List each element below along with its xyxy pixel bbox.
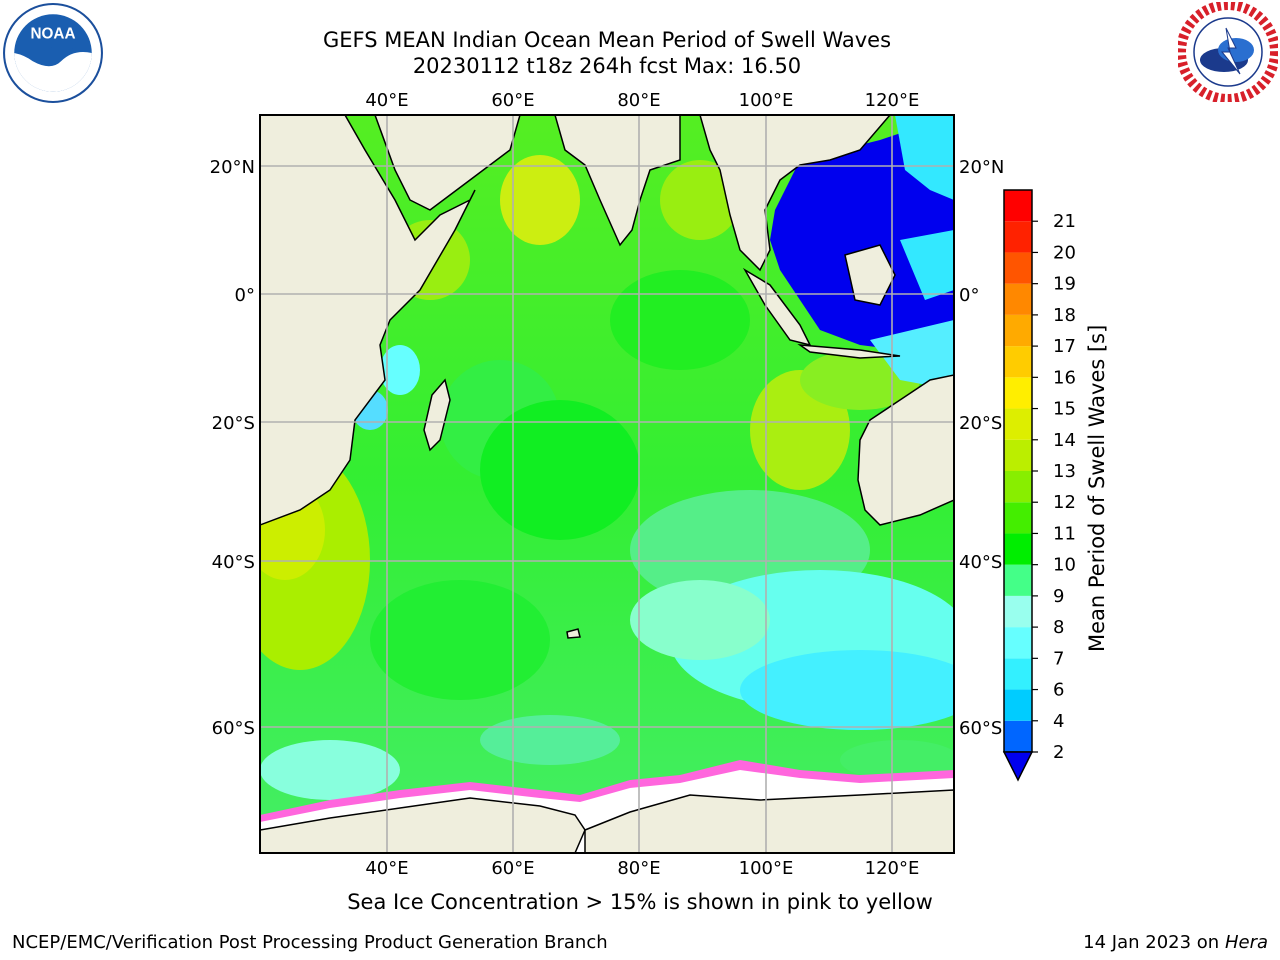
colorbar-segment [1004, 252, 1032, 284]
arabia-landmass [374, 115, 521, 211]
footer-credit: NCEP/EMC/Verification Post Processing Pr… [12, 932, 608, 953]
colorbar-segment [1004, 408, 1032, 440]
colorbar-segment [1004, 595, 1032, 628]
footer-date: 14 Jan 2023 on Hera [1083, 932, 1268, 953]
colorbar [1003, 189, 1033, 753]
lat-label-left: 60°S [212, 718, 255, 739]
lon-label-bottom: 120°E [865, 858, 920, 879]
colorbar-segment [1004, 689, 1032, 721]
colorbar-segment [1004, 283, 1032, 315]
nws-logo [1178, 2, 1278, 102]
antarctica-west [260, 797, 586, 853]
colorbar-segment [1004, 471, 1032, 503]
colorbar-tick-label: 10 [1053, 555, 1076, 576]
borneo-landmass [844, 244, 896, 306]
java-landmass [797, 344, 901, 359]
lat-label-left: 0° [235, 285, 255, 306]
colorbar-extend-arrow [1002, 751, 1034, 782]
colorbar-tick-label: 19 [1053, 274, 1076, 295]
lat-label-right: 20°S [959, 413, 1002, 434]
lon-label-top: 40°E [365, 90, 408, 111]
lon-label-top: 80°E [617, 90, 660, 111]
sumatra-landmass [742, 267, 812, 347]
colorbar-tick-label: 14 [1053, 430, 1076, 451]
colorbar-segment [1004, 221, 1032, 253]
colorbar-tick-label: 21 [1053, 211, 1076, 232]
lat-label-right: 0° [959, 285, 979, 306]
colorbar-segment [1004, 346, 1032, 378]
colorbar-tick-label: 7 [1053, 648, 1064, 669]
colorbar-tick-label: 2 [1053, 742, 1064, 763]
colorbar-tick-label: 17 [1053, 336, 1076, 357]
lon-label-bottom: 40°E [365, 858, 408, 879]
australia-landmass [857, 374, 954, 526]
colorbar-tick-label: 4 [1053, 711, 1064, 732]
sea-ice-footnote: Sea Ice Concentration > 15% is shown in … [347, 890, 933, 914]
southeast-asia-landmass [699, 115, 891, 272]
colorbar-segment [1004, 377, 1032, 409]
noaa-logo: NOAA [3, 3, 103, 103]
colorbar-tick-label: 8 [1053, 617, 1064, 638]
colorbar-tick-label: 12 [1053, 492, 1076, 513]
map-frame [259, 114, 955, 854]
colorbar-segment [1004, 502, 1032, 534]
colorbar-tick-label: 9 [1053, 586, 1064, 607]
colorbar-segment [1004, 658, 1032, 690]
graticule [260, 115, 954, 853]
india-landmass [554, 115, 681, 247]
colorbar-tick-label: 11 [1053, 523, 1076, 544]
colorbar-segment [1004, 314, 1032, 347]
colorbar-tick-label: 20 [1053, 242, 1076, 263]
footer-date-text: 14 Jan 2023 on [1083, 932, 1225, 953]
lat-label-right: 40°S [959, 552, 1002, 573]
madagascar-landmass [423, 378, 451, 452]
map-area [260, 115, 954, 853]
colorbar-tick-label: 16 [1053, 367, 1076, 388]
colorbar-segment [1004, 439, 1032, 471]
colorbar-ticks: 2 4 6 7 8 9 10 11 12 13 14 15 16 17 18 19 20 21 [1032, 211, 1076, 763]
lat-label-left: 40°S [212, 552, 255, 573]
colorbar-tick-label: 15 [1053, 399, 1076, 420]
lon-label-bottom: 100°E [739, 858, 794, 879]
colorbar-segment [1004, 627, 1032, 659]
lon-label-top: 60°E [491, 90, 534, 111]
lat-label-left: 20°N [210, 157, 255, 178]
colorbar-tick-label: 13 [1053, 461, 1076, 482]
footer-host: Hera [1224, 932, 1268, 953]
lon-label-top: 100°E [739, 90, 794, 111]
chart-title: GEFS MEAN Indian Ocean Mean Period of Sw… [322, 28, 892, 52]
lon-label-top: 120°E [865, 90, 920, 111]
antarctica-east [584, 789, 954, 853]
lat-label-right: 20°N [959, 157, 1004, 178]
colorbar-label: Mean Period of Swell Waves [s] [1085, 324, 1109, 652]
axis-labels: 40°E 60°E 80°E 100°E 120°E 40°E 60°E 80°… [210, 90, 1005, 879]
lon-label-bottom: 60°E [491, 858, 534, 879]
kerguelen-island [566, 628, 581, 639]
colorbar-segment [1004, 564, 1032, 596]
lon-label-bottom: 80°E [617, 858, 660, 879]
colorbar-segment [1004, 190, 1032, 222]
lat-label-right: 60°S [959, 718, 1002, 739]
noaa-logo-text: NOAA [31, 26, 76, 43]
colorbar-tick-label: 6 [1053, 680, 1064, 701]
lat-label-left: 20°S [212, 413, 255, 434]
south-china-sea-low-period [770, 115, 954, 350]
land-masses [260, 115, 954, 853]
chart-subtitle: 20230112 t18z 264h fcst Max: 16.50 [412, 54, 802, 78]
colorbar-tick-label: 18 [1053, 305, 1076, 326]
colorbar-segment [1004, 533, 1032, 565]
colorbar-segment [1004, 720, 1032, 752]
